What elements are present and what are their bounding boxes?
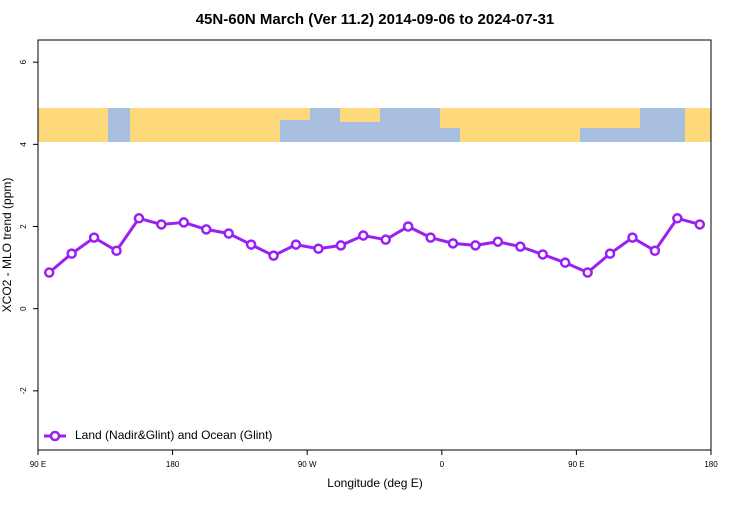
data-point (470, 240, 481, 251)
series-line (48, 216, 701, 275)
data-point (43, 267, 55, 278)
x-axis-label: Longitude (deg E) (327, 476, 422, 490)
data-point (178, 217, 190, 228)
legend-marker (49, 430, 61, 442)
map-band (38, 108, 711, 142)
chart-title: 45N-60N March (Ver 11.2) 2014-09-06 to 2… (196, 11, 555, 28)
plot-frame (37, 39, 712, 451)
data-point (649, 245, 661, 257)
data-point (672, 213, 683, 224)
y-tick-label: 0 (19, 306, 28, 311)
data-point (537, 249, 548, 260)
x-tick-label: 90 W (298, 460, 317, 469)
data-point (604, 248, 616, 259)
y-tick-label: 4 (19, 142, 28, 147)
y-axis-label: XCO2 - MLO trend (ppm) (0, 178, 14, 313)
data-point (694, 219, 706, 230)
data-point (358, 230, 369, 241)
data-point (156, 219, 167, 230)
y-tick-label: 6 (19, 59, 28, 64)
data-point (133, 213, 145, 224)
x-tick-label: 0 (440, 460, 445, 469)
data-point (447, 238, 459, 249)
y-tick-label: -2 (19, 387, 28, 395)
data-point (223, 228, 234, 239)
y-tick-label: 2 (19, 224, 28, 229)
data-point (559, 257, 571, 268)
data-point (582, 267, 593, 278)
data-point (627, 232, 638, 243)
legend-label: Land (Nadir&Glint) and Ocean (Glint) (75, 428, 272, 442)
x-tick-label: 90 E (30, 460, 46, 469)
x-tick-label: 180 (704, 460, 718, 469)
data-point (313, 243, 324, 254)
data-point (88, 232, 100, 243)
data-point (245, 239, 257, 250)
data-point (111, 245, 122, 257)
data-point (515, 241, 526, 252)
data-point (492, 236, 504, 247)
data-point (380, 234, 391, 245)
x-tick-label: 90 E (568, 460, 584, 469)
data-point (335, 240, 347, 251)
data-point (290, 239, 302, 250)
x-tick-label: 180 (166, 460, 180, 469)
data-point (402, 221, 414, 232)
data-point (201, 224, 212, 235)
data-point (425, 232, 436, 243)
data-point (66, 248, 77, 259)
data-point (268, 250, 279, 261)
